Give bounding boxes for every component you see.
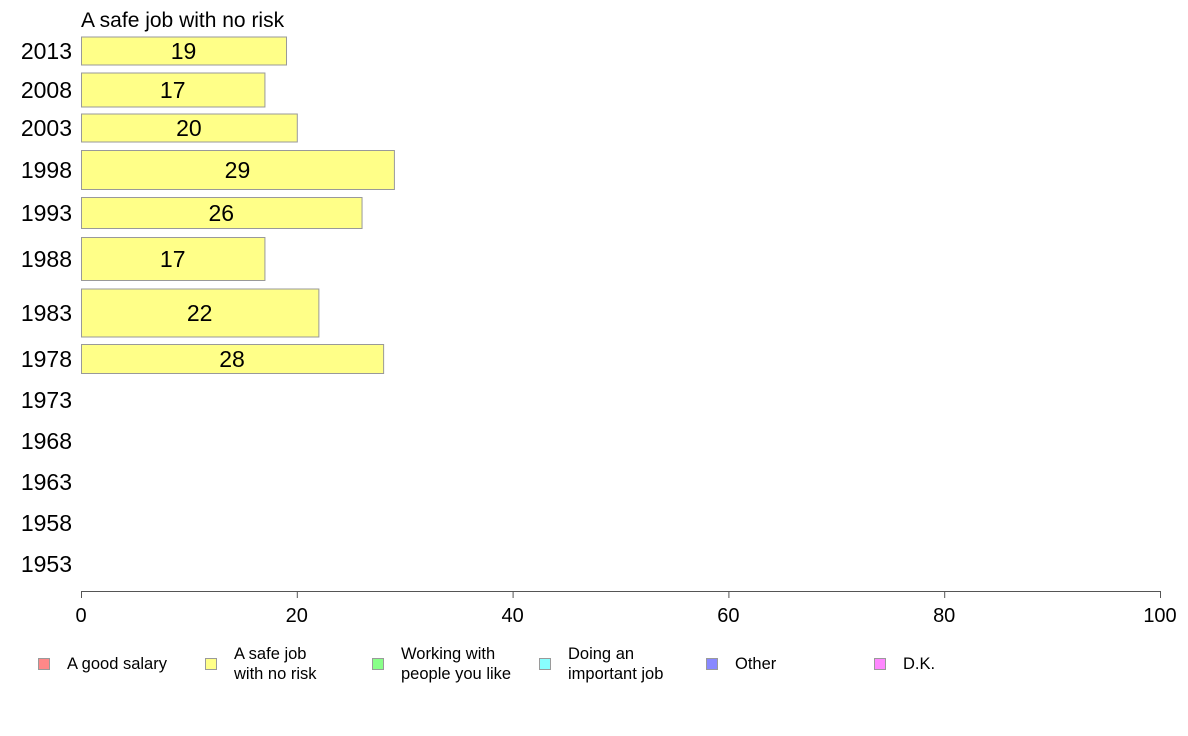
legend-swatch (874, 658, 886, 670)
year-label: 1993 (21, 200, 72, 226)
x-tick-label: 20 (286, 605, 308, 627)
legend-label: A good salary (67, 655, 167, 673)
x-axis: 0 20 40 60 80 100 (75, 591, 1177, 627)
year-label: 1973 (21, 387, 72, 413)
bar (81, 36, 288, 66)
year-label: 2013 (21, 38, 72, 64)
year-label: 1998 (21, 157, 72, 183)
bar (81, 237, 266, 281)
year-label: 2003 (21, 115, 72, 141)
year-labels-layer: 2013 2008 2003 1998 1993 1988 1983 1978 1973 1968… (21, 38, 72, 577)
bar (81, 113, 298, 143)
bar (81, 344, 385, 374)
x-tick-label: 40 (501, 605, 523, 627)
x-tick-label: 100 (1143, 605, 1176, 627)
year-label: 1978 (21, 346, 72, 372)
legend-swatch (539, 658, 551, 670)
x-tick-label: 80 (933, 605, 955, 627)
legend-label: Other (735, 655, 777, 673)
legend-item: Doing an important job (539, 642, 663, 686)
legend-label: Doing an important job (568, 645, 664, 683)
legend-label: D.K. (903, 655, 936, 673)
bar (81, 72, 266, 108)
legend-swatch (38, 658, 50, 670)
year-label: 1963 (21, 469, 72, 495)
bar (81, 288, 320, 338)
legend-item: A good salary (38, 642, 167, 686)
year-label: 1983 (21, 300, 72, 326)
bar-value-label: 19 (171, 38, 197, 64)
legend-swatch (372, 658, 384, 670)
legend-swatch (205, 658, 217, 670)
legend-label: Working with people you like (401, 645, 512, 683)
bar-value-label: 28 (219, 346, 245, 372)
bar-value-label: 26 (208, 200, 234, 226)
legend-item: A safe job with no risk (205, 642, 317, 686)
bar-value-label: 17 (160, 246, 186, 272)
year-label: 2008 (21, 77, 72, 103)
bar (81, 197, 363, 229)
bar-value-label: 20 (176, 115, 202, 141)
legend-item: D.K. (874, 642, 935, 686)
legend: A good salary A safe job with no risk Work… (38, 642, 1158, 686)
bar-value-label: 17 (160, 77, 186, 103)
legend-item: Other (706, 642, 776, 686)
year-label: 1958 (21, 510, 72, 536)
x-tick-label: 60 (717, 605, 739, 627)
legend-label: A safe job with no risk (234, 645, 317, 683)
legend-swatch (706, 658, 718, 670)
legend-item: Working with people you like (372, 642, 511, 686)
year-label: 1988 (21, 246, 72, 272)
x-tick-label: 0 (75, 605, 86, 627)
bar-value-label: 22 (187, 300, 213, 326)
year-label: 1968 (21, 428, 72, 454)
bar (81, 150, 395, 190)
year-label: 1953 (21, 551, 72, 577)
bar-value-label: 29 (225, 157, 251, 183)
chart-title: A safe job with no risk (81, 9, 285, 32)
